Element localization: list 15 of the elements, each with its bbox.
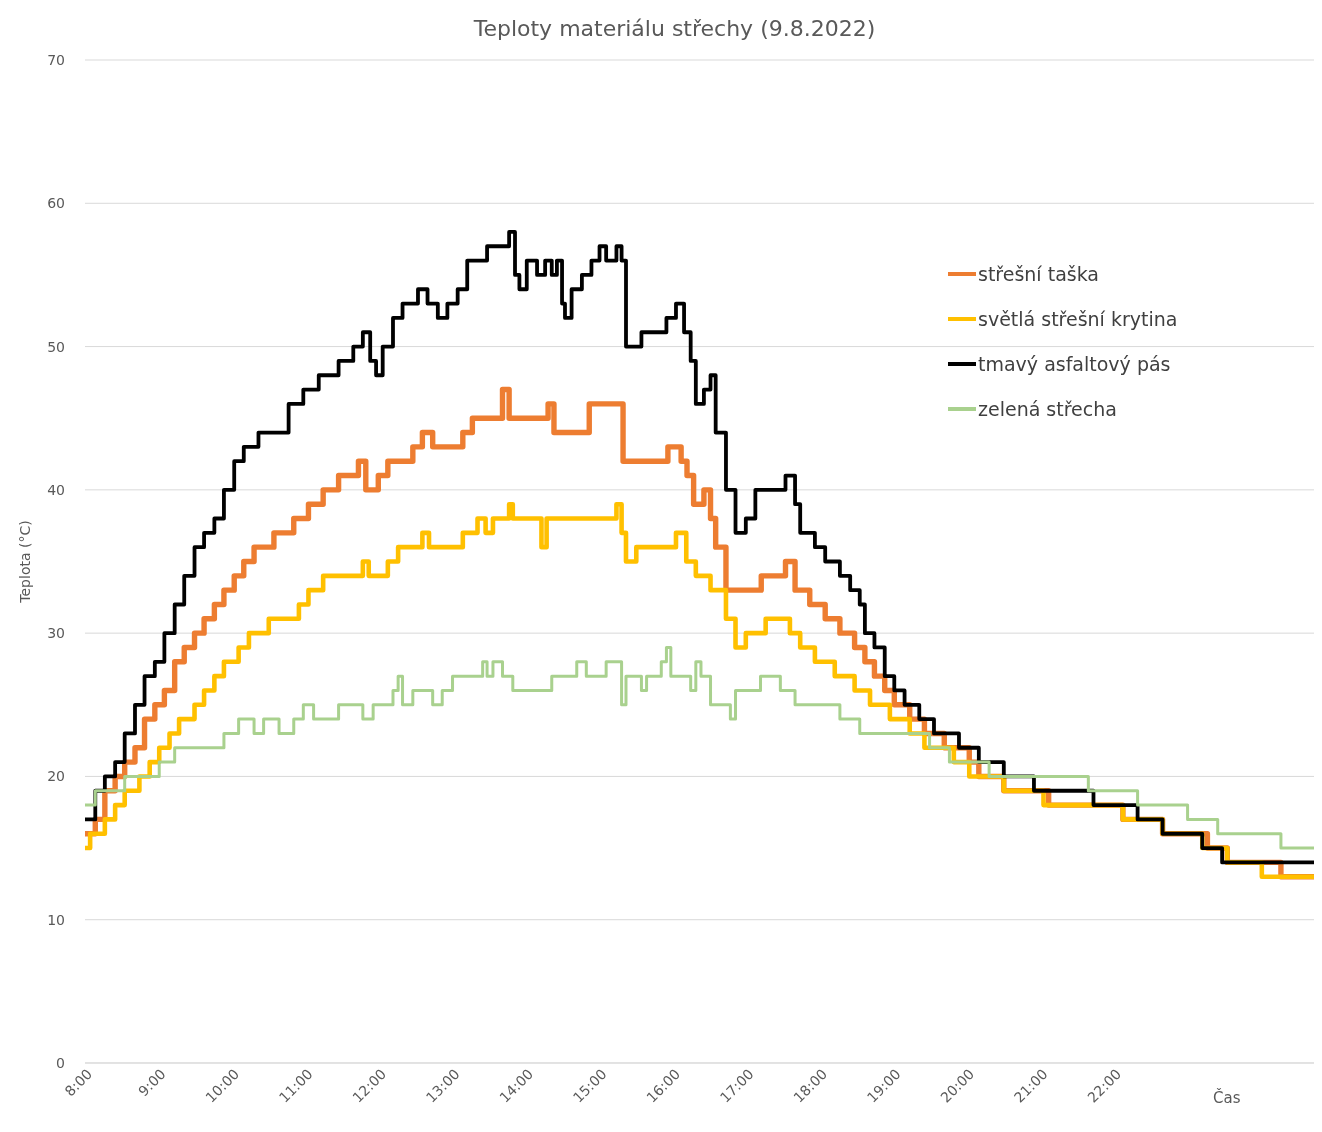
y-tick-label: 30 bbox=[47, 625, 65, 642]
legend-label: světlá střešní krytina bbox=[978, 308, 1178, 330]
y-tick-label: 50 bbox=[47, 338, 65, 355]
y-tick-label: 60 bbox=[47, 195, 65, 212]
y-tick-label: 40 bbox=[47, 481, 65, 498]
legend-label: zelená střecha bbox=[978, 398, 1117, 420]
chart-title: Teploty materiálu střechy (9.8.2022) bbox=[472, 16, 876, 41]
legend-label: střešní taška bbox=[978, 263, 1099, 285]
y-axis-title: Teplota (°C) bbox=[17, 520, 33, 604]
legend-label: tmavý asfaltový pás bbox=[978, 353, 1171, 375]
y-tick-label: 0 bbox=[56, 1055, 65, 1071]
y-tick-label: 10 bbox=[47, 911, 65, 928]
x-axis-title: Čas bbox=[1213, 1088, 1241, 1107]
y-tick-label: 70 bbox=[47, 52, 65, 68]
y-tick-label: 20 bbox=[47, 768, 65, 785]
